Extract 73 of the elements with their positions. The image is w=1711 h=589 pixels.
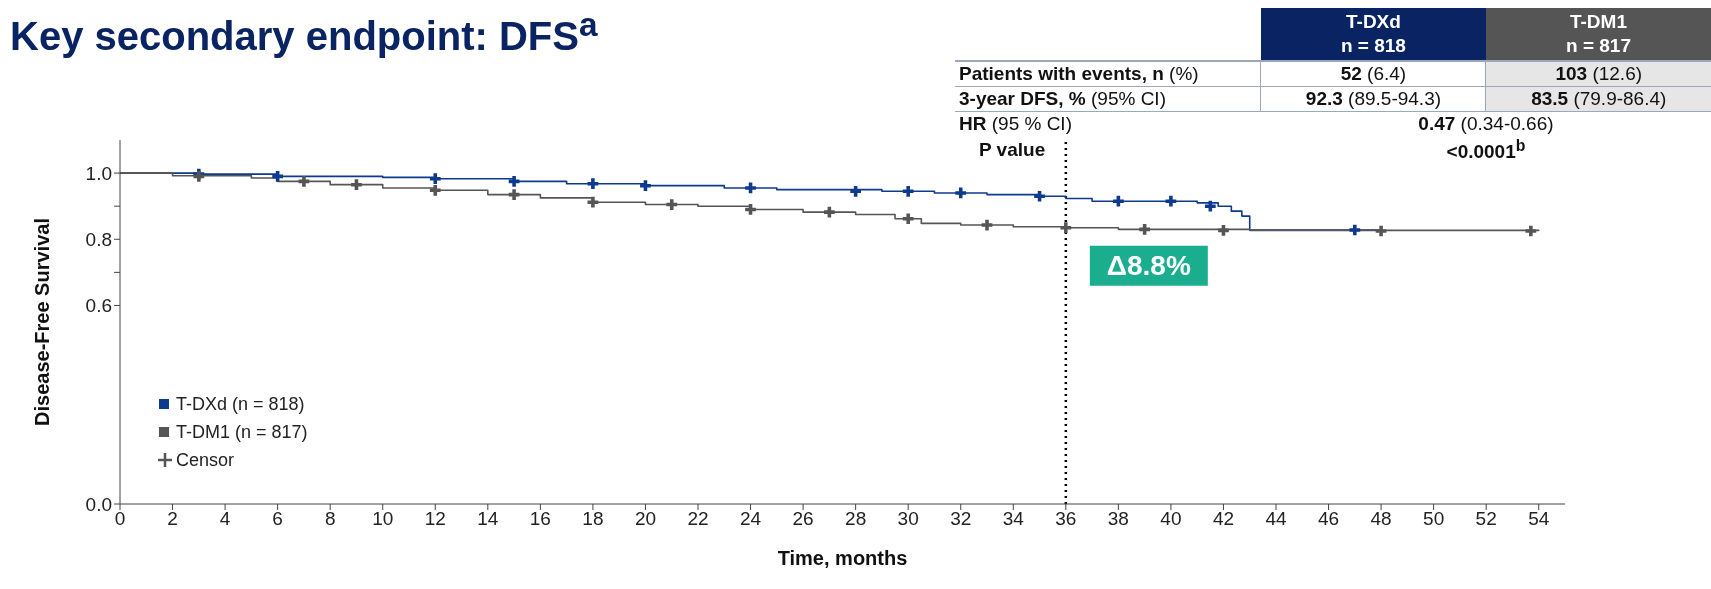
- x-tick-label: 32: [950, 508, 972, 530]
- x-tick-label: 14: [477, 508, 499, 530]
- text: 92.3 (89.5-94.3): [1305, 88, 1442, 109]
- point: [824, 206, 835, 218]
- point: [666, 199, 678, 210]
- x-tick-label: 8: [324, 508, 336, 530]
- point: [1034, 190, 1045, 202]
- x-tick-label: 4: [219, 508, 231, 530]
- x-tick-label: 0: [114, 508, 126, 530]
- point: [981, 219, 993, 231]
- x-tick-label: 40: [1160, 508, 1182, 530]
- x-tick-label: 20: [634, 508, 657, 530]
- point: [1375, 225, 1387, 237]
- x-tick-label: 36: [1055, 508, 1077, 530]
- chart-title: Key secondary endpoint: DFS$^{a}$: [10, 6, 598, 59]
- legend-label: T-DXd (n = 818): [176, 393, 305, 416]
- point: [1349, 224, 1361, 236]
- x-tick-label: 22: [687, 508, 709, 530]
- x-tick-label: 2: [167, 508, 178, 530]
- x-tick-label: 38: [1107, 508, 1129, 530]
- point: [1204, 200, 1216, 212]
- point: [587, 196, 599, 208]
- category-label: Patients with events, n (%): [959, 63, 1199, 84]
- x-tick-label: 52: [1475, 508, 1497, 530]
- x-tick-label: 50: [1423, 508, 1445, 530]
- y-tick-label: 0.0: [85, 493, 112, 515]
- x-tick-label: 34: [1002, 508, 1025, 530]
- annotation: Δ8.8%: [1106, 249, 1191, 281]
- x-tick-label: 26: [792, 508, 814, 530]
- category-label: HR (95 % CI): [959, 113, 1072, 134]
- category-label: P value: [979, 139, 1046, 161]
- category-label: 3-year DFS, % (95% CI): [959, 88, 1166, 109]
- point: [587, 178, 599, 190]
- point: [298, 176, 310, 187]
- x-tick-label: 48: [1370, 508, 1392, 530]
- point: [508, 189, 520, 200]
- x-tick-label: 42: [1212, 508, 1235, 530]
- x-tick-label: 24: [739, 508, 762, 530]
- point: [429, 173, 441, 185]
- text: 103 (12.6): [1555, 63, 1643, 84]
- text: <0.0001$^{b}$: [1446, 137, 1526, 163]
- x-tick-label: 10: [372, 508, 394, 530]
- x-tick-label: 16: [529, 508, 551, 530]
- legend-label: Censor: [176, 449, 235, 472]
- point: [955, 187, 967, 199]
- y-axis-title: Disease-Free Survival: [31, 218, 54, 426]
- x-tick-label: 54: [1528, 508, 1550, 530]
- x-tick-label: 28: [845, 508, 867, 530]
- point: [1165, 195, 1177, 207]
- text: 52 (6.4): [1340, 63, 1407, 84]
- point: [745, 182, 756, 194]
- point: [1113, 195, 1124, 207]
- category-label: T-DM1 n = 817: [1485, 8, 1711, 61]
- point: [1060, 222, 1072, 234]
- point: [902, 213, 914, 225]
- x-tick-label: 6: [272, 508, 283, 530]
- x-axis-title: Time, months: [777, 547, 908, 569]
- point: [902, 185, 914, 197]
- x-tick-label: 18: [582, 508, 604, 530]
- text: 0.47 (0.34-0.66): [1418, 113, 1554, 134]
- y-tick-label: 0.6: [85, 295, 112, 317]
- category-label: T-DXd n = 818: [1260, 8, 1486, 61]
- legend-label: T-DM1 (n = 817): [176, 421, 308, 444]
- x-tick-label: 46: [1317, 508, 1340, 530]
- point: [429, 184, 441, 196]
- point: [508, 176, 520, 187]
- y-tick-label: 1.0: [85, 162, 112, 184]
- x-tick-label: 12: [424, 508, 446, 530]
- x-tick-label: 44: [1265, 508, 1287, 530]
- point: [1525, 225, 1537, 237]
- text: 83.5 (79.9-86.4): [1531, 88, 1667, 109]
- y-tick-label: 0.8: [85, 229, 112, 251]
- x-tick-label: 30: [897, 508, 919, 530]
